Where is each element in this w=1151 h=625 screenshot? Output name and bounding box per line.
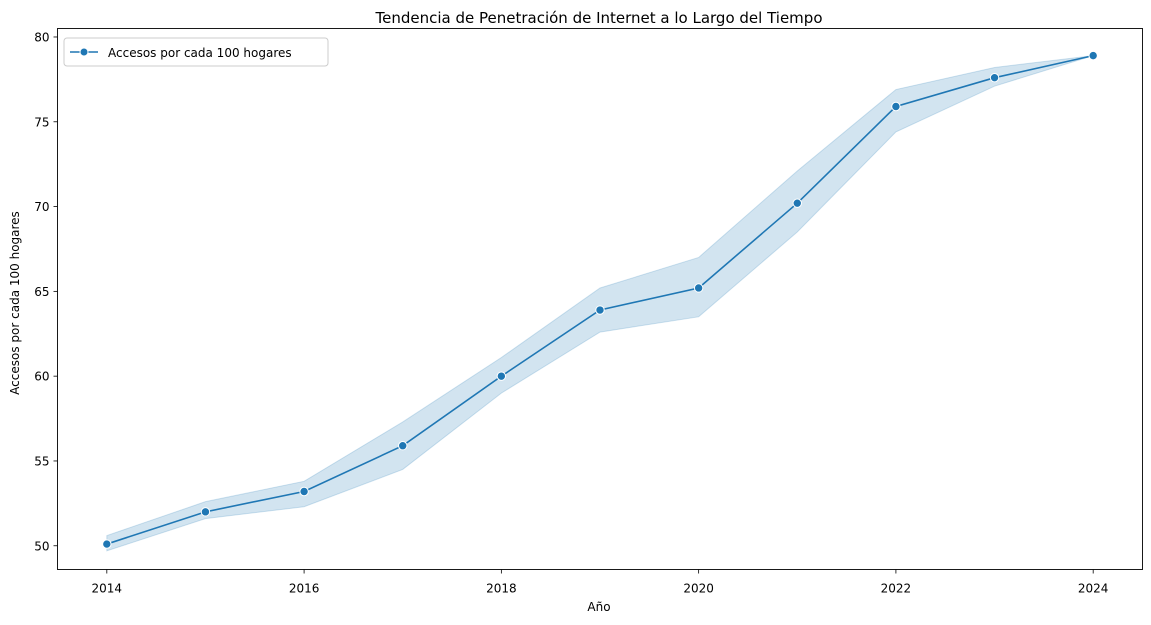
data-point — [496, 371, 507, 381]
y-tick-label: 80 — [34, 30, 49, 44]
x-tick-label: 2024 — [1078, 582, 1109, 596]
y-tick-label: 55 — [34, 454, 49, 468]
x-axis-ticks: 2014 2016 2018 2020 2022 2024 — [92, 569, 1109, 596]
y-axis-ticks: 50 55 60 65 70 75 80 — [34, 30, 58, 553]
y-tick-label: 50 — [34, 539, 49, 553]
y-tick-label: 65 — [34, 285, 49, 299]
chart-title: Tendencia de Penetración de Internet a l… — [374, 9, 822, 27]
data-points — [102, 50, 1098, 549]
data-point — [693, 283, 704, 293]
data-point — [792, 198, 802, 208]
x-tick-label: 2020 — [683, 582, 714, 596]
y-axis-label: Accesos por cada 100 hogares — [8, 211, 22, 395]
confidence-band — [106, 55, 1094, 552]
data-point — [398, 441, 408, 451]
data-point — [595, 305, 605, 315]
plot-area — [102, 50, 1098, 552]
plot-frame — [57, 28, 1143, 570]
legend-marker-swatch — [79, 47, 89, 57]
data-point — [989, 72, 1000, 83]
data-point — [891, 101, 901, 112]
x-axis-label: Año — [587, 600, 610, 614]
data-point — [200, 507, 211, 517]
x-tick-label: 2022 — [881, 582, 912, 596]
x-tick-label: 2018 — [486, 582, 517, 596]
legend: Accesos por cada 100 hogares — [63, 37, 329, 67]
y-tick-label: 75 — [34, 115, 49, 129]
legend-box — [63, 37, 329, 67]
y-tick-label: 60 — [34, 370, 49, 384]
data-point — [299, 486, 309, 497]
data-point — [1088, 50, 1098, 61]
x-tick-label: 2014 — [92, 582, 123, 596]
legend-label: Accesos por cada 100 hogares — [108, 46, 292, 60]
data-point — [102, 539, 112, 549]
y-tick-label: 70 — [34, 200, 49, 214]
x-tick-label: 2016 — [289, 582, 320, 596]
